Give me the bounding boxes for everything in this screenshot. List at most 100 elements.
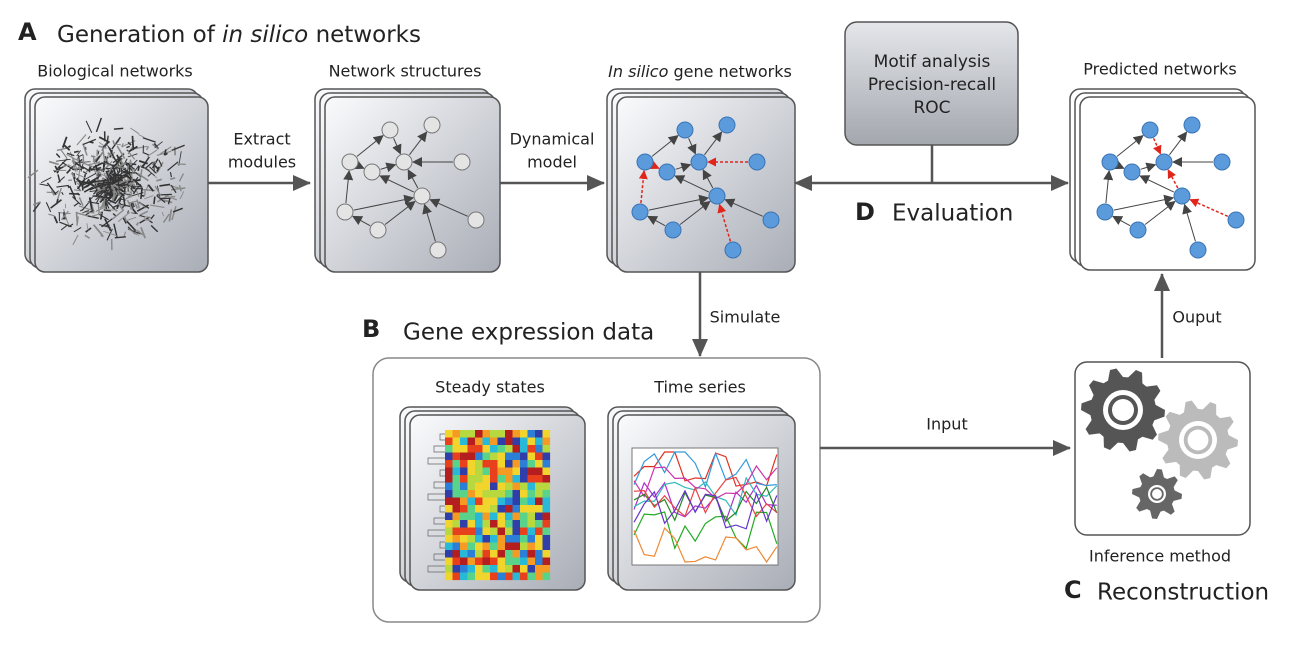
blob-edge <box>39 183 49 187</box>
heat-cell <box>535 505 543 513</box>
blob-edge <box>73 150 79 154</box>
heat-cell <box>497 550 506 558</box>
node <box>718 116 736 134</box>
edge <box>352 215 371 227</box>
heat-cell <box>482 550 491 558</box>
heat-cell <box>460 572 468 581</box>
heat-cell <box>527 572 536 581</box>
blob-edge <box>108 199 116 204</box>
heat-cell <box>475 550 483 558</box>
blob-edge <box>98 195 112 199</box>
heat-cell <box>475 520 483 528</box>
blob-edge <box>92 224 104 237</box>
heat-cell <box>467 520 476 528</box>
edge <box>356 134 384 157</box>
heat-cell <box>452 430 461 438</box>
node <box>453 153 471 171</box>
heat-cell <box>542 437 551 446</box>
heat-cell <box>475 430 483 438</box>
heat-cell <box>505 490 513 498</box>
blob-edge <box>144 167 155 177</box>
heat-cell <box>475 542 483 551</box>
blob-edge <box>139 216 150 224</box>
heat-cell <box>535 490 543 498</box>
heat-cell <box>505 505 513 513</box>
heat-cell <box>497 452 506 461</box>
blob-edge <box>69 163 78 171</box>
blob-edge <box>76 150 81 157</box>
stage-label: Time series <box>653 378 746 397</box>
blob-edge <box>46 182 57 196</box>
heat-cell <box>467 430 476 438</box>
blob-edge <box>50 190 56 196</box>
heat-cell <box>460 452 468 461</box>
heat-cell <box>452 572 461 581</box>
dendrogram <box>433 445 445 453</box>
heat-cell <box>505 475 513 483</box>
stage-label: Predicted networks <box>1083 60 1237 79</box>
blob-edge <box>61 191 64 196</box>
panel-title: Gene expression data <box>403 320 654 346</box>
edge <box>1182 203 1196 242</box>
edge <box>1116 134 1144 157</box>
panel-letter: D <box>855 198 875 226</box>
heat-cell <box>542 512 551 521</box>
blob-edge <box>156 195 166 204</box>
card <box>616 96 796 273</box>
blob-edge <box>126 179 131 186</box>
gear-hole <box>1187 429 1209 451</box>
heat-cell <box>527 542 536 551</box>
dendrogram <box>433 517 445 525</box>
blob-edge <box>92 162 104 169</box>
title-part: Generation of <box>57 22 216 48</box>
edge <box>704 131 723 156</box>
heat-cell <box>490 430 498 438</box>
blob-edge <box>60 224 69 231</box>
blob-edge <box>112 178 123 185</box>
blob-edge <box>82 173 87 186</box>
blob-edge <box>70 172 75 178</box>
heat-cell <box>527 452 536 461</box>
blob-edge <box>104 191 106 197</box>
blob-edge <box>77 167 81 181</box>
heat-cell <box>497 512 506 521</box>
node <box>1141 121 1159 139</box>
heat-cell <box>482 527 491 536</box>
heat-cell <box>482 520 491 528</box>
heat-cell <box>535 452 543 461</box>
blob-edge <box>135 222 140 226</box>
heat-cell <box>445 430 453 438</box>
blob-edge <box>104 218 112 232</box>
blob-edge <box>126 145 131 149</box>
blob-edge <box>125 170 130 175</box>
blob-edge <box>126 199 133 211</box>
blob-edge <box>87 201 100 205</box>
blob-edge <box>140 166 145 169</box>
edge <box>648 194 710 211</box>
heat-cell <box>542 467 551 476</box>
blob-edge <box>81 202 89 211</box>
blob-edge <box>135 232 140 236</box>
edge <box>384 200 416 225</box>
blob-edge <box>33 201 41 206</box>
blob-edge <box>73 202 79 207</box>
heat-cell <box>490 520 498 528</box>
heat-cell <box>445 445 453 453</box>
heat-cell <box>475 512 483 521</box>
blob-edge <box>105 209 114 211</box>
blob-edge <box>76 182 86 189</box>
heat-cell <box>490 445 498 453</box>
heat-cell <box>497 445 506 453</box>
panel-title: Evaluation <box>892 201 1013 227</box>
blob-edge <box>156 193 172 196</box>
blob-edge <box>137 172 149 182</box>
heat-cell <box>527 535 536 543</box>
blob-edge <box>115 143 121 146</box>
blob-edge <box>138 160 148 165</box>
heat-cell <box>445 557 453 566</box>
blob-edge <box>111 184 124 190</box>
blob-edge <box>111 172 116 186</box>
heat-cell <box>460 482 468 491</box>
blob-edge <box>76 134 87 146</box>
predicted-edge <box>649 160 660 170</box>
